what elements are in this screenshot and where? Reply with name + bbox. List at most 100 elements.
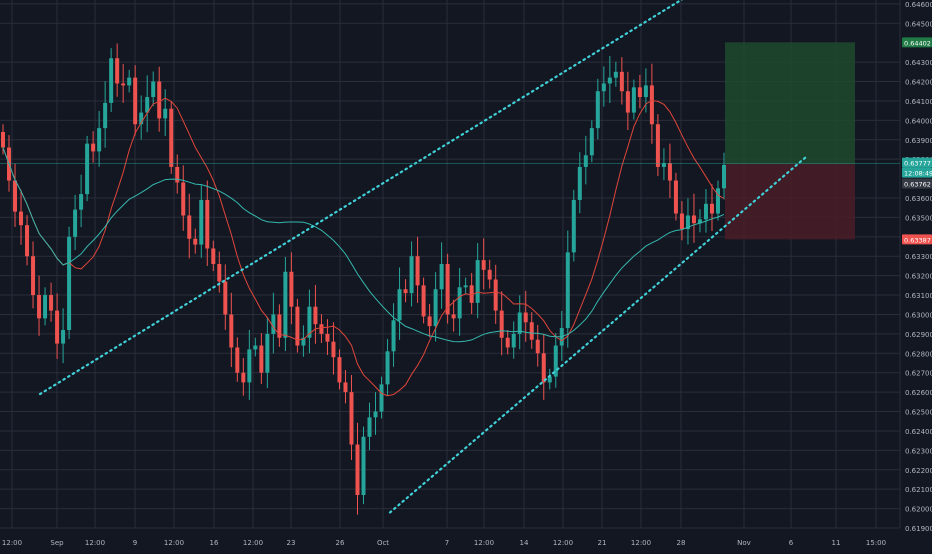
candle-body bbox=[1, 132, 5, 148]
candle-body bbox=[253, 345, 258, 350]
candle-body bbox=[577, 166, 582, 200]
x-tick-label: 12:00 bbox=[85, 539, 105, 547]
candle-body bbox=[337, 357, 342, 383]
candle-body bbox=[19, 211, 24, 226]
x-tick-label: 26 bbox=[336, 539, 345, 547]
x-tick-label: 15:00 bbox=[866, 539, 886, 547]
candle-body bbox=[391, 320, 396, 352]
candle-body bbox=[589, 128, 594, 156]
candle-body bbox=[55, 310, 60, 344]
candle-body bbox=[649, 85, 654, 125]
candle-body bbox=[409, 256, 414, 294]
candle-body bbox=[13, 180, 18, 212]
candle-body bbox=[625, 91, 630, 113]
candle-body bbox=[607, 77, 612, 84]
candle-body bbox=[511, 333, 516, 348]
candle-body bbox=[205, 199, 210, 249]
stop-loss-zone bbox=[725, 163, 855, 240]
candle-body bbox=[145, 97, 150, 113]
candle-body bbox=[73, 209, 78, 237]
candle-body bbox=[271, 314, 276, 334]
candle-body bbox=[343, 382, 348, 393]
price-label-reference bbox=[902, 178, 932, 189]
x-tick-label: 23 bbox=[287, 539, 296, 547]
candle-body bbox=[469, 285, 474, 303]
candle-body bbox=[277, 314, 282, 338]
candle-body bbox=[151, 81, 156, 98]
candle-body bbox=[91, 143, 96, 152]
candle-body bbox=[673, 180, 678, 214]
candle-body bbox=[619, 71, 624, 92]
candle-body bbox=[361, 436, 366, 495]
y-tick-label: 0.63500 bbox=[905, 214, 932, 222]
candle-body bbox=[481, 260, 486, 270]
candle-body bbox=[241, 372, 246, 383]
candle-body bbox=[79, 194, 84, 210]
x-tick-label: 21 bbox=[598, 539, 607, 547]
y-tick-label: 0.62900 bbox=[905, 331, 932, 339]
candle-body bbox=[697, 219, 702, 224]
y-tick-label: 0.63200 bbox=[905, 273, 932, 281]
candle-body bbox=[49, 295, 54, 311]
candle-body bbox=[289, 271, 294, 307]
candle-body bbox=[355, 444, 360, 495]
candle-body bbox=[415, 256, 420, 286]
x-tick-label: 28 bbox=[677, 539, 686, 547]
y-tick-label: 0.61900 bbox=[905, 525, 932, 533]
candle-body bbox=[181, 182, 186, 216]
y-tick-label: 0.62500 bbox=[905, 409, 932, 417]
candle-body bbox=[259, 345, 264, 373]
candle-body bbox=[709, 203, 714, 214]
candle-body bbox=[523, 312, 528, 323]
y-tick-label: 0.62000 bbox=[905, 506, 932, 514]
candle-body bbox=[169, 108, 174, 167]
candle-body bbox=[445, 264, 450, 315]
y-tick-label: 0.62200 bbox=[905, 467, 932, 475]
x-tick-label: 6 bbox=[789, 539, 794, 547]
candle-body bbox=[235, 347, 240, 373]
candle-body bbox=[487, 269, 492, 280]
channel-upper-line bbox=[38, 0, 684, 396]
price-label-text-current: 0.63777 bbox=[904, 160, 931, 168]
y-tick-label: 0.64200 bbox=[905, 79, 932, 87]
candle-body bbox=[85, 143, 90, 195]
x-tick-label: 14 bbox=[520, 539, 529, 547]
x-tick-label: 12:00 bbox=[164, 539, 184, 547]
candle-body bbox=[535, 339, 540, 354]
candle-body bbox=[505, 337, 510, 348]
candle-body bbox=[37, 295, 42, 319]
candle-body bbox=[529, 322, 534, 340]
y-tick-label: 0.63000 bbox=[905, 311, 932, 319]
price-label-target bbox=[902, 37, 932, 48]
x-tick-label: 9 bbox=[133, 539, 137, 547]
candle-body bbox=[397, 289, 402, 321]
candle-body bbox=[211, 248, 216, 264]
candle-body bbox=[541, 353, 546, 383]
candle-body bbox=[295, 306, 300, 346]
candle-body bbox=[163, 108, 168, 119]
x-tick-label: 12:00 bbox=[474, 539, 494, 547]
x-tick-label: 11 bbox=[832, 539, 841, 547]
candle-body bbox=[61, 330, 66, 344]
candle-body bbox=[553, 345, 558, 377]
candle-body bbox=[97, 128, 102, 152]
candle-body bbox=[283, 271, 288, 338]
y-tick-label: 0.64500 bbox=[905, 20, 932, 28]
y-tick-label: 0.62600 bbox=[905, 389, 932, 397]
price-label-stop bbox=[902, 234, 932, 245]
candle-body bbox=[457, 287, 462, 319]
candle-body bbox=[613, 71, 618, 78]
candle-body bbox=[175, 166, 180, 183]
candle-body bbox=[67, 236, 72, 330]
y-tick-label: 0.63600 bbox=[905, 195, 932, 203]
y-tick-label: 0.63900 bbox=[905, 137, 932, 145]
y-tick-label: 0.64300 bbox=[905, 59, 932, 67]
candle-body bbox=[325, 333, 330, 342]
candle-body bbox=[421, 285, 426, 317]
candle-body bbox=[547, 376, 552, 383]
price-label-text-target: 0.64402 bbox=[904, 39, 931, 47]
y-tick-label: 0.62100 bbox=[905, 486, 932, 494]
candle-body bbox=[121, 83, 126, 86]
x-tick-label: 12:00 bbox=[2, 539, 22, 547]
candle-body bbox=[385, 351, 390, 385]
